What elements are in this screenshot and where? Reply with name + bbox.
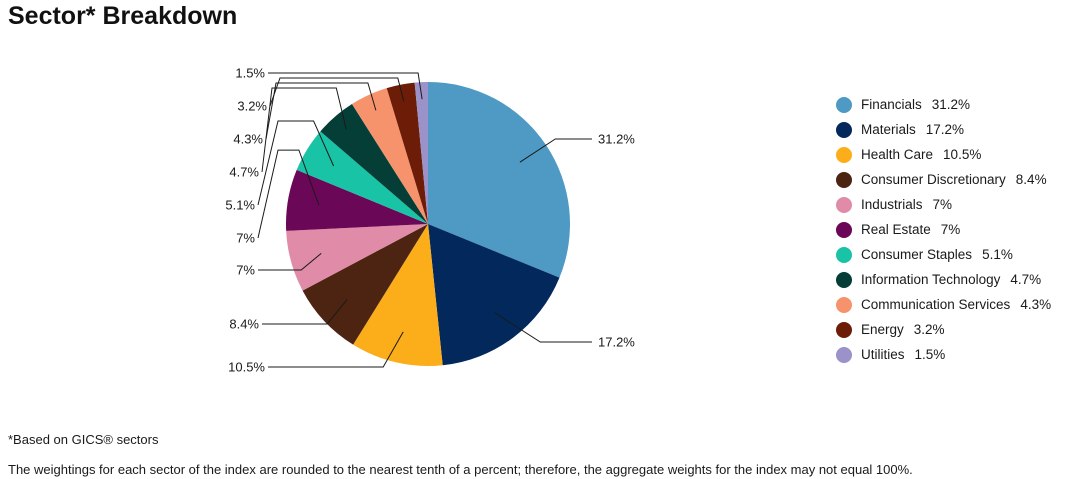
data-label-consumer-discretionary: 8.4%: [229, 317, 259, 332]
leader-line-consumer-staples: [257, 120, 335, 206]
legend-label: Industrials: [861, 197, 923, 212]
legend-label: Real Estate: [861, 222, 931, 237]
legend-value: 7%: [940, 222, 961, 237]
legend-label: Consumer Discretionary: [861, 172, 1006, 187]
legend-label: Information Technology: [861, 272, 1001, 287]
pie-slice-financials: [428, 82, 571, 278]
legend-value: 7%: [932, 197, 953, 212]
legend-item-communication-services: Communication Services 4.3%: [836, 292, 1070, 317]
leader-line-consumer-discretionary: [262, 299, 348, 325]
pie-slice-communication-services: [351, 88, 428, 224]
data-label-utilities: 1.5%: [235, 66, 265, 81]
legend-label: Communication Services: [861, 297, 1011, 312]
pie-slice-information-technology: [320, 104, 428, 224]
legend-swatch: [836, 321, 852, 338]
legend-item-financials: Financials 31.2%: [836, 92, 1070, 117]
legend-value: 8.4%: [1015, 172, 1047, 187]
leader-line-health-care: [268, 331, 404, 368]
leader-line-energy: [269, 77, 405, 107]
data-label-information-technology: 4.7%: [229, 165, 259, 180]
leader-line-industrials: [258, 253, 322, 271]
legend-item-industrials: Industrials 7%: [836, 192, 1070, 217]
data-labels: 31.2% 17.2% 10.5% 8.4% 7% 7% 5.1% 4.7% 4.3% 3.2% 1…: [225, 66, 635, 375]
pie-slice-materials: [428, 224, 560, 366]
pie-slice-consumer-discretionary: [302, 224, 428, 345]
footnote-rounding: The weightings for each sector of the in…: [8, 462, 913, 477]
pie-slice-real-estate: [286, 169, 428, 231]
data-label-health-care: 10.5%: [228, 360, 265, 375]
legend-swatch: [836, 221, 852, 238]
legend-swatch: [836, 121, 852, 138]
legend-label: Utilities: [861, 347, 905, 362]
leader-lines: [257, 72, 592, 368]
leader-line-utilities: [268, 72, 423, 100]
data-label-communication-services: 4.3%: [233, 132, 263, 147]
pie-slice-industrials: [286, 224, 428, 291]
pie-slice-health-care: [353, 224, 443, 367]
legend-item-health-care: Health Care 10.5%: [836, 142, 1070, 167]
chart-title: Sector* Breakdown: [8, 2, 238, 30]
legend-label: Energy: [861, 322, 904, 337]
data-label-financials: 31.2%: [598, 132, 635, 147]
data-label-materials: 17.2%: [598, 335, 635, 350]
pie-slices: [286, 82, 571, 367]
data-label-industrials: 7%: [236, 263, 255, 278]
pie-slice-consumer-staples: [296, 131, 428, 224]
legend-label: Consumer Staples: [861, 247, 973, 262]
legend-value: 31.2%: [931, 97, 971, 112]
leader-line-materials: [494, 312, 592, 343]
data-label-energy: 3.2%: [237, 99, 267, 114]
legend-value: 10.5%: [943, 147, 982, 162]
legend-label: Materials: [861, 122, 916, 137]
leader-line-information-technology: [261, 87, 347, 173]
legend-swatch: [836, 146, 852, 163]
legend-swatch: [836, 196, 852, 213]
legend-item-utilities: Utilities 1.5%: [836, 342, 1070, 367]
leader-line-real-estate: [257, 149, 320, 239]
data-label-real-estate: 7%: [236, 231, 255, 246]
legend-value: 4.7%: [1010, 272, 1042, 287]
leader-line-financials: [519, 138, 592, 163]
legend-value: 3.2%: [913, 322, 945, 337]
legend-swatch: [836, 346, 852, 363]
legend-label: Health Care: [861, 147, 934, 162]
legend-item-materials: Materials 17.2%: [836, 117, 1070, 142]
legend-swatch: [836, 271, 852, 288]
leader-line-communication-services: [265, 82, 377, 140]
legend-item-consumer-discretionary: Consumer Discretionary 8.4%: [836, 167, 1070, 192]
pie-slice-utilities: [414, 82, 428, 224]
legend-item-real-estate: Real Estate 7%: [836, 217, 1070, 242]
legend-value: 4.3%: [1020, 297, 1052, 312]
legend-value: 17.2%: [925, 122, 965, 137]
legend-value: 1.5%: [914, 347, 946, 362]
legend-swatch: [836, 171, 852, 188]
legend-swatch: [836, 96, 852, 113]
chart-legend: Financials 31.2% Materials 17.2% Health Care…: [836, 92, 1070, 367]
legend-item-consumer-staples: Consumer Staples 5.1%: [836, 242, 1070, 267]
legend-item-energy: Energy 3.2%: [836, 317, 1070, 342]
pie-slice-energy: [386, 82, 428, 224]
legend-value: 5.1%: [982, 247, 1013, 262]
legend-swatch: [836, 296, 852, 313]
footnote-gics: *Based on GICS® sectors: [8, 432, 159, 447]
legend-item-information-technology: Information Technology 4.7%: [836, 267, 1070, 292]
legend-swatch: [836, 246, 852, 263]
data-label-consumer-staples: 5.1%: [225, 198, 255, 213]
legend-label: Financials: [861, 97, 922, 112]
